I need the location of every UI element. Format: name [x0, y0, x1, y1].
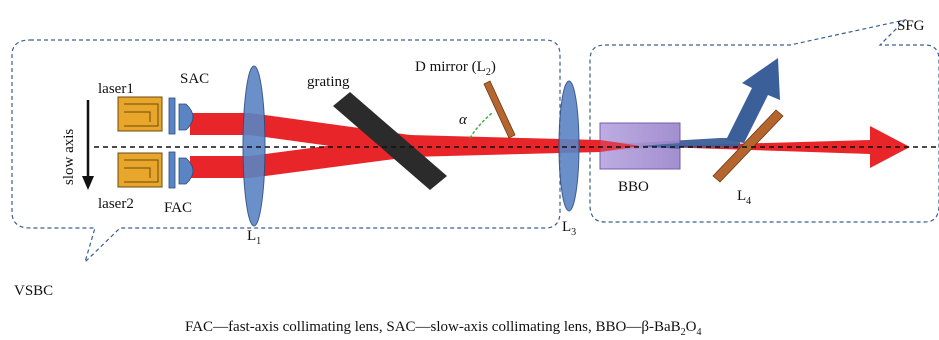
fac-lens-lower	[168, 151, 176, 189]
sfg-callout-box	[589, 18, 939, 223]
vsbc-callout-box	[11, 39, 561, 265]
sac-lens-upper	[178, 103, 194, 131]
alpha-angle-arc	[469, 112, 493, 139]
label-l1: L1	[247, 228, 261, 247]
label-grating: grating	[307, 74, 350, 90]
fac-lens-upper	[168, 97, 176, 135]
sac-lens-lower	[178, 157, 194, 185]
sfg-blue-arrow	[726, 58, 780, 143]
converging-beam-lower	[250, 135, 410, 178]
label-laser1: laser1	[98, 81, 134, 97]
figure-caption: FAC—fast-axis collimating lens, SAC—slow…	[185, 319, 702, 338]
laser1-emitter	[117, 96, 163, 132]
label-laser2: laser2	[98, 196, 134, 212]
label-l4: L4	[737, 188, 751, 207]
label-bbo: BBO	[618, 179, 649, 195]
l1-lens	[242, 65, 266, 227]
l4-dichroic-mirror	[712, 109, 784, 183]
label-fac: FAC	[164, 200, 192, 216]
label-d-mirror: D mirror (L2)	[415, 59, 496, 78]
slow-axis-arrowhead	[82, 176, 94, 190]
laser2-emitter	[117, 152, 163, 188]
l3-lens	[558, 80, 580, 212]
d-mirror	[483, 80, 516, 139]
label-slow-axis: slow axis	[61, 129, 77, 185]
combined-beam	[405, 135, 600, 157]
label-sfg: SFG	[897, 18, 925, 34]
label-alpha: α	[459, 112, 468, 128]
lower-laser-beam	[190, 156, 250, 178]
label-vsbc: VSBC	[14, 283, 53, 299]
bbo-inner-beam	[600, 140, 640, 152]
grating	[333, 92, 447, 190]
label-sac: SAC	[180, 71, 209, 87]
output-red-beam	[660, 126, 910, 168]
upper-laser-beam	[190, 113, 250, 135]
label-l3: L3	[562, 219, 576, 238]
